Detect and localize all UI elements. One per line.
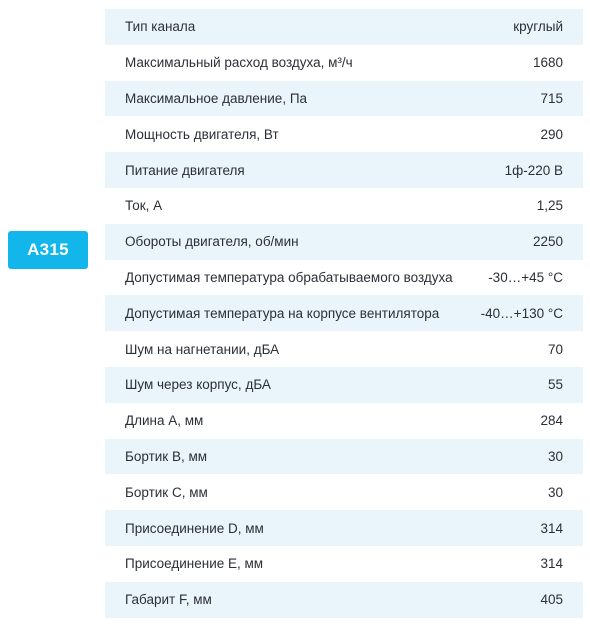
spec-value: 314 [540,520,563,536]
model-badge: A315 [8,231,88,269]
spec-label: Ток, А [125,198,163,214]
spec-label: Шум через корпус, дБА [125,377,271,393]
spec-row-discharge-noise: Шум на нагнетании, дБА 70 [105,331,583,367]
spec-label: Максимальное давление, Па [125,90,308,106]
spec-value: 2250 [532,234,563,250]
spec-row-motor-speed: Обороты двигателя, об/мин 2250 [105,223,583,260]
spec-row-connection-e: Присоединение Е, мм 314 [105,545,583,582]
spec-value: 55 [547,377,563,393]
spec-label: Габарит F, мм [125,592,212,608]
spec-label: Тип канала [125,19,196,35]
spec-label: Максимальный расход воздуха, м³/ч [125,55,353,71]
spec-row-rim-b: Бортик В, мм 30 [105,438,583,475]
spec-value: 1,25 [536,198,563,214]
spec-value: -30…+45 °C [488,269,563,285]
spec-label: Присоединение Е, мм [125,556,264,572]
spec-label: Допустимая температура на корпусе вентил… [125,305,440,321]
spec-value: 70 [547,341,563,357]
spec-value: 1ф-220 В [504,162,563,178]
spec-row-housing-noise: Шум через корпус, дБА 55 [105,366,583,403]
spec-row-dimension-f: Габарит F, мм 405 [105,581,583,618]
spec-row-connection-d: Присоединение D, мм 314 [105,510,583,546]
spec-value: 284 [540,413,563,429]
spec-row-max-airflow: Максимальный расход воздуха, м³/ч 1680 [105,44,583,81]
spec-label: Мощность двигателя, Вт [125,126,279,142]
spec-table: Тип канала круглый Максимальный расход в… [105,9,583,618]
spec-label: Присоединение D, мм [125,520,264,536]
spec-row-housing-temperature: Допустимая температура на корпусе вентил… [105,295,583,332]
spec-row-air-temperature: Допустимая температура обрабатываемого в… [105,259,583,296]
spec-label: Длина А, мм [125,413,204,429]
spec-row-length-a: Длина А, мм 284 [105,402,583,439]
spec-row-max-pressure: Максимальное давление, Па 715 [105,80,583,117]
spec-row-rim-c: Бортик С, мм 30 [105,474,583,511]
spec-value: -40…+130 °C [480,305,563,321]
spec-row-motor-power: Мощность двигателя, Вт 290 [105,116,583,153]
spec-label: Шум на нагнетании, дБА [125,341,280,357]
spec-row-channel-type: Тип канала круглый [105,9,583,45]
spec-value: круглый [513,19,563,35]
spec-value: 715 [540,90,563,106]
spec-value: 405 [540,592,563,608]
spec-value: 30 [547,448,563,464]
spec-value: 314 [540,556,563,572]
spec-value: 1680 [532,55,563,71]
spec-label: Бортик С, мм [125,484,208,500]
spec-label: Питание двигателя [125,162,245,178]
spec-value: 30 [547,484,563,500]
spec-row-motor-supply: Питание двигателя 1ф-220 В [105,152,583,188]
spec-row-current: Ток, А 1,25 [105,187,583,224]
spec-value: 290 [540,126,563,142]
spec-label: Бортик В, мм [125,448,208,464]
spec-label: Допустимая температура обрабатываемого в… [125,269,453,285]
spec-label: Обороты двигателя, об/мин [125,234,299,250]
